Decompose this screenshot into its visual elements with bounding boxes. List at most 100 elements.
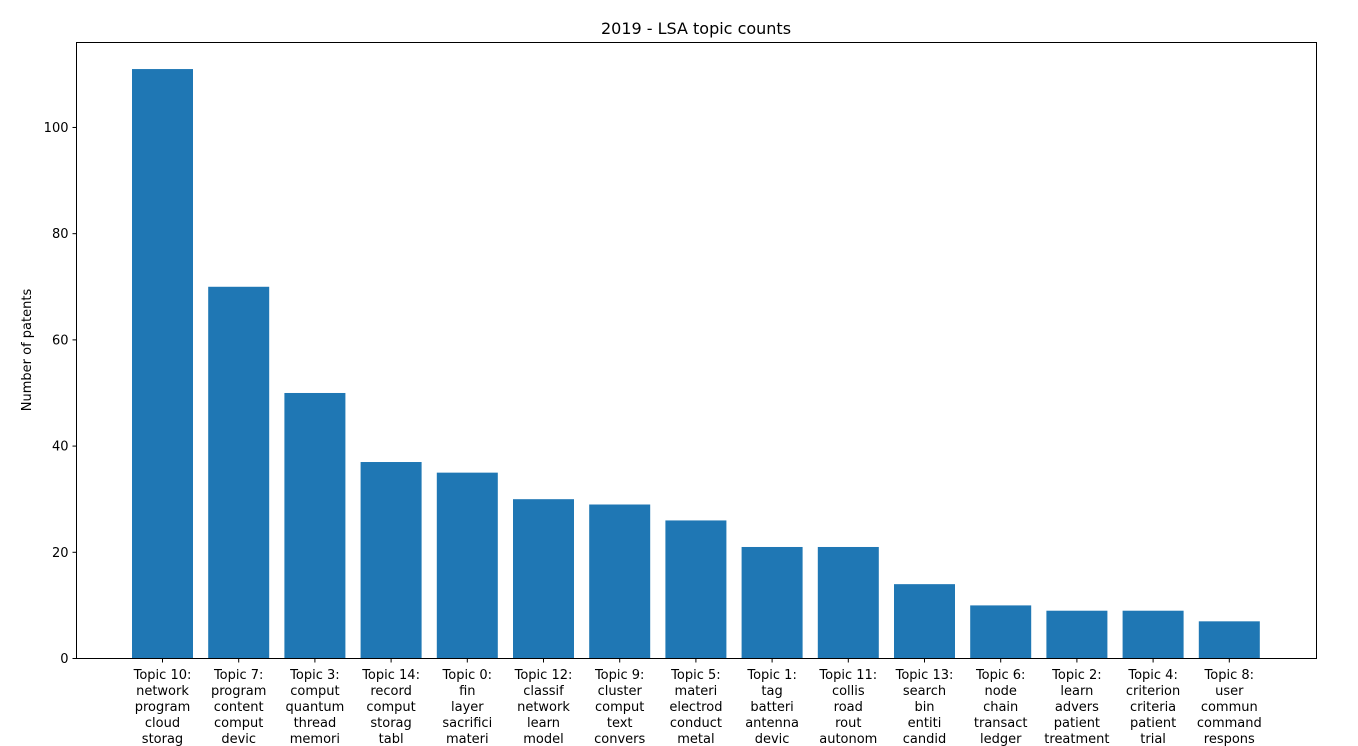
x-tick-label: trial xyxy=(1140,732,1166,746)
x-tick-label: metal xyxy=(677,732,714,746)
x-tick-label: node xyxy=(984,684,1016,699)
y-tick-label: 0 xyxy=(60,652,68,667)
x-tick-label: transact xyxy=(974,716,1028,731)
x-tick-label: commun xyxy=(1201,700,1258,715)
x-tick-label: materi xyxy=(675,684,718,699)
x-tick-label: Topic 8: xyxy=(1204,668,1254,683)
x-tick-label: Topic 9: xyxy=(594,668,644,683)
x-tick-label: classif xyxy=(523,684,564,699)
x-tick-label: tag xyxy=(761,684,782,699)
bar-6 xyxy=(589,505,650,659)
x-tick-label: text xyxy=(607,716,633,731)
bar-2 xyxy=(284,393,345,659)
x-tick-label: autonom xyxy=(819,732,877,746)
x-tick-label: entiti xyxy=(908,716,942,731)
x-tick-label: tabl xyxy=(379,732,404,746)
x-tick-label: conduct xyxy=(670,716,722,731)
x-tick-label: Topic 4: xyxy=(1127,668,1177,683)
x-tick-label: Topic 13: xyxy=(895,668,954,683)
x-tick-label: program xyxy=(211,684,267,699)
x-tick-label: treatment xyxy=(1044,732,1109,746)
x-tick-label: Topic 7: xyxy=(213,668,263,683)
bar-0 xyxy=(132,69,193,658)
x-tick-label: advers xyxy=(1055,700,1099,715)
x-tick-label: Topic 14: xyxy=(361,668,420,683)
y-tick-label: 100 xyxy=(44,121,69,136)
y-tick-label: 60 xyxy=(52,333,69,348)
x-tick-label: patient xyxy=(1054,716,1100,731)
x-tick-label: comput xyxy=(290,684,339,699)
x-tick-label: Topic 3: xyxy=(289,668,339,683)
chart-title: 2019 - LSA topic counts xyxy=(601,19,791,38)
x-tick-label: Topic 11: xyxy=(818,668,877,683)
x-tick-label: respons xyxy=(1204,732,1255,746)
y-axis-label: Number of patents xyxy=(20,289,35,412)
x-tick-label: network xyxy=(517,700,570,715)
bar-8 xyxy=(742,547,803,659)
x-tick-label: storag xyxy=(370,716,411,731)
x-tick-label: comput xyxy=(595,700,644,715)
bar-10 xyxy=(894,584,955,658)
x-tick-label: criterion xyxy=(1126,684,1180,699)
bar-12 xyxy=(1046,611,1107,659)
x-tick-label: electrod xyxy=(669,700,722,715)
bar-11 xyxy=(970,605,1031,658)
x-tick-label: command xyxy=(1197,716,1262,731)
bar-5 xyxy=(513,499,574,658)
x-tick-label: record xyxy=(370,684,412,699)
x-tick-label: Topic 12: xyxy=(514,668,573,683)
x-tick-label: rout xyxy=(835,716,861,731)
x-tick-label: storag xyxy=(142,732,183,746)
x-tick-label: devic xyxy=(755,732,790,746)
bar-14 xyxy=(1199,621,1260,658)
bar-7 xyxy=(665,520,726,658)
x-tick-label: comput xyxy=(214,716,263,731)
x-tick-label: candid xyxy=(903,732,946,746)
x-tick-label: quantum xyxy=(286,700,345,715)
x-tick-label: Topic 0: xyxy=(442,668,492,683)
x-tick-label: ledger xyxy=(980,732,1022,746)
bar-9 xyxy=(818,547,879,659)
y-tick-label: 40 xyxy=(52,440,69,455)
x-tick-label: memori xyxy=(290,732,340,746)
x-tick-label: collis xyxy=(832,684,865,699)
x-tick-label: patient xyxy=(1130,716,1176,731)
x-tick-label: Topic 10: xyxy=(133,668,192,683)
x-tick-label: cloud xyxy=(145,716,180,731)
x-tick-label: thread xyxy=(294,716,337,731)
x-tick-label: cluster xyxy=(598,684,643,699)
x-tick-label: Topic 2: xyxy=(1051,668,1101,683)
x-tick-label: Topic 6: xyxy=(975,668,1025,683)
x-tick-label: network xyxy=(136,684,189,699)
x-tick-label: layer xyxy=(451,700,484,715)
x-tick-label: bin xyxy=(914,700,934,715)
x-tick-label: Topic 5: xyxy=(670,668,720,683)
x-tick-label: convers xyxy=(594,732,645,746)
x-tick-label: user xyxy=(1215,684,1244,699)
bar-4 xyxy=(437,473,498,659)
x-tick-label: criteria xyxy=(1130,700,1176,715)
x-tick-label: road xyxy=(834,700,863,715)
x-tick-label: comput xyxy=(366,700,415,715)
bar-1 xyxy=(208,287,269,659)
x-tick-label: chain xyxy=(983,700,1018,715)
bars-group xyxy=(132,69,1260,658)
x-tick-label: fin xyxy=(459,684,475,699)
x-tick-label: antenna xyxy=(745,716,799,731)
x-tick-label: devic xyxy=(221,732,256,746)
x-tick-label: materi xyxy=(446,732,489,746)
y-ticks-group: 020406080100 xyxy=(44,121,77,667)
x-tick-label: search xyxy=(903,684,946,699)
x-tick-label: content xyxy=(214,700,264,715)
bar-3 xyxy=(361,462,422,658)
x-tick-label: Topic 1: xyxy=(746,668,796,683)
bar-13 xyxy=(1123,611,1184,659)
x-tick-label: sacrifici xyxy=(442,716,492,731)
x-tick-label: learn xyxy=(1060,684,1093,699)
x-tick-label: learn xyxy=(527,716,560,731)
x-ticks-group: Topic 10:networkprogramcloudstoragTopic … xyxy=(133,659,1262,746)
y-tick-label: 20 xyxy=(52,546,69,561)
x-tick-label: program xyxy=(135,700,191,715)
x-tick-label: batteri xyxy=(750,700,793,715)
